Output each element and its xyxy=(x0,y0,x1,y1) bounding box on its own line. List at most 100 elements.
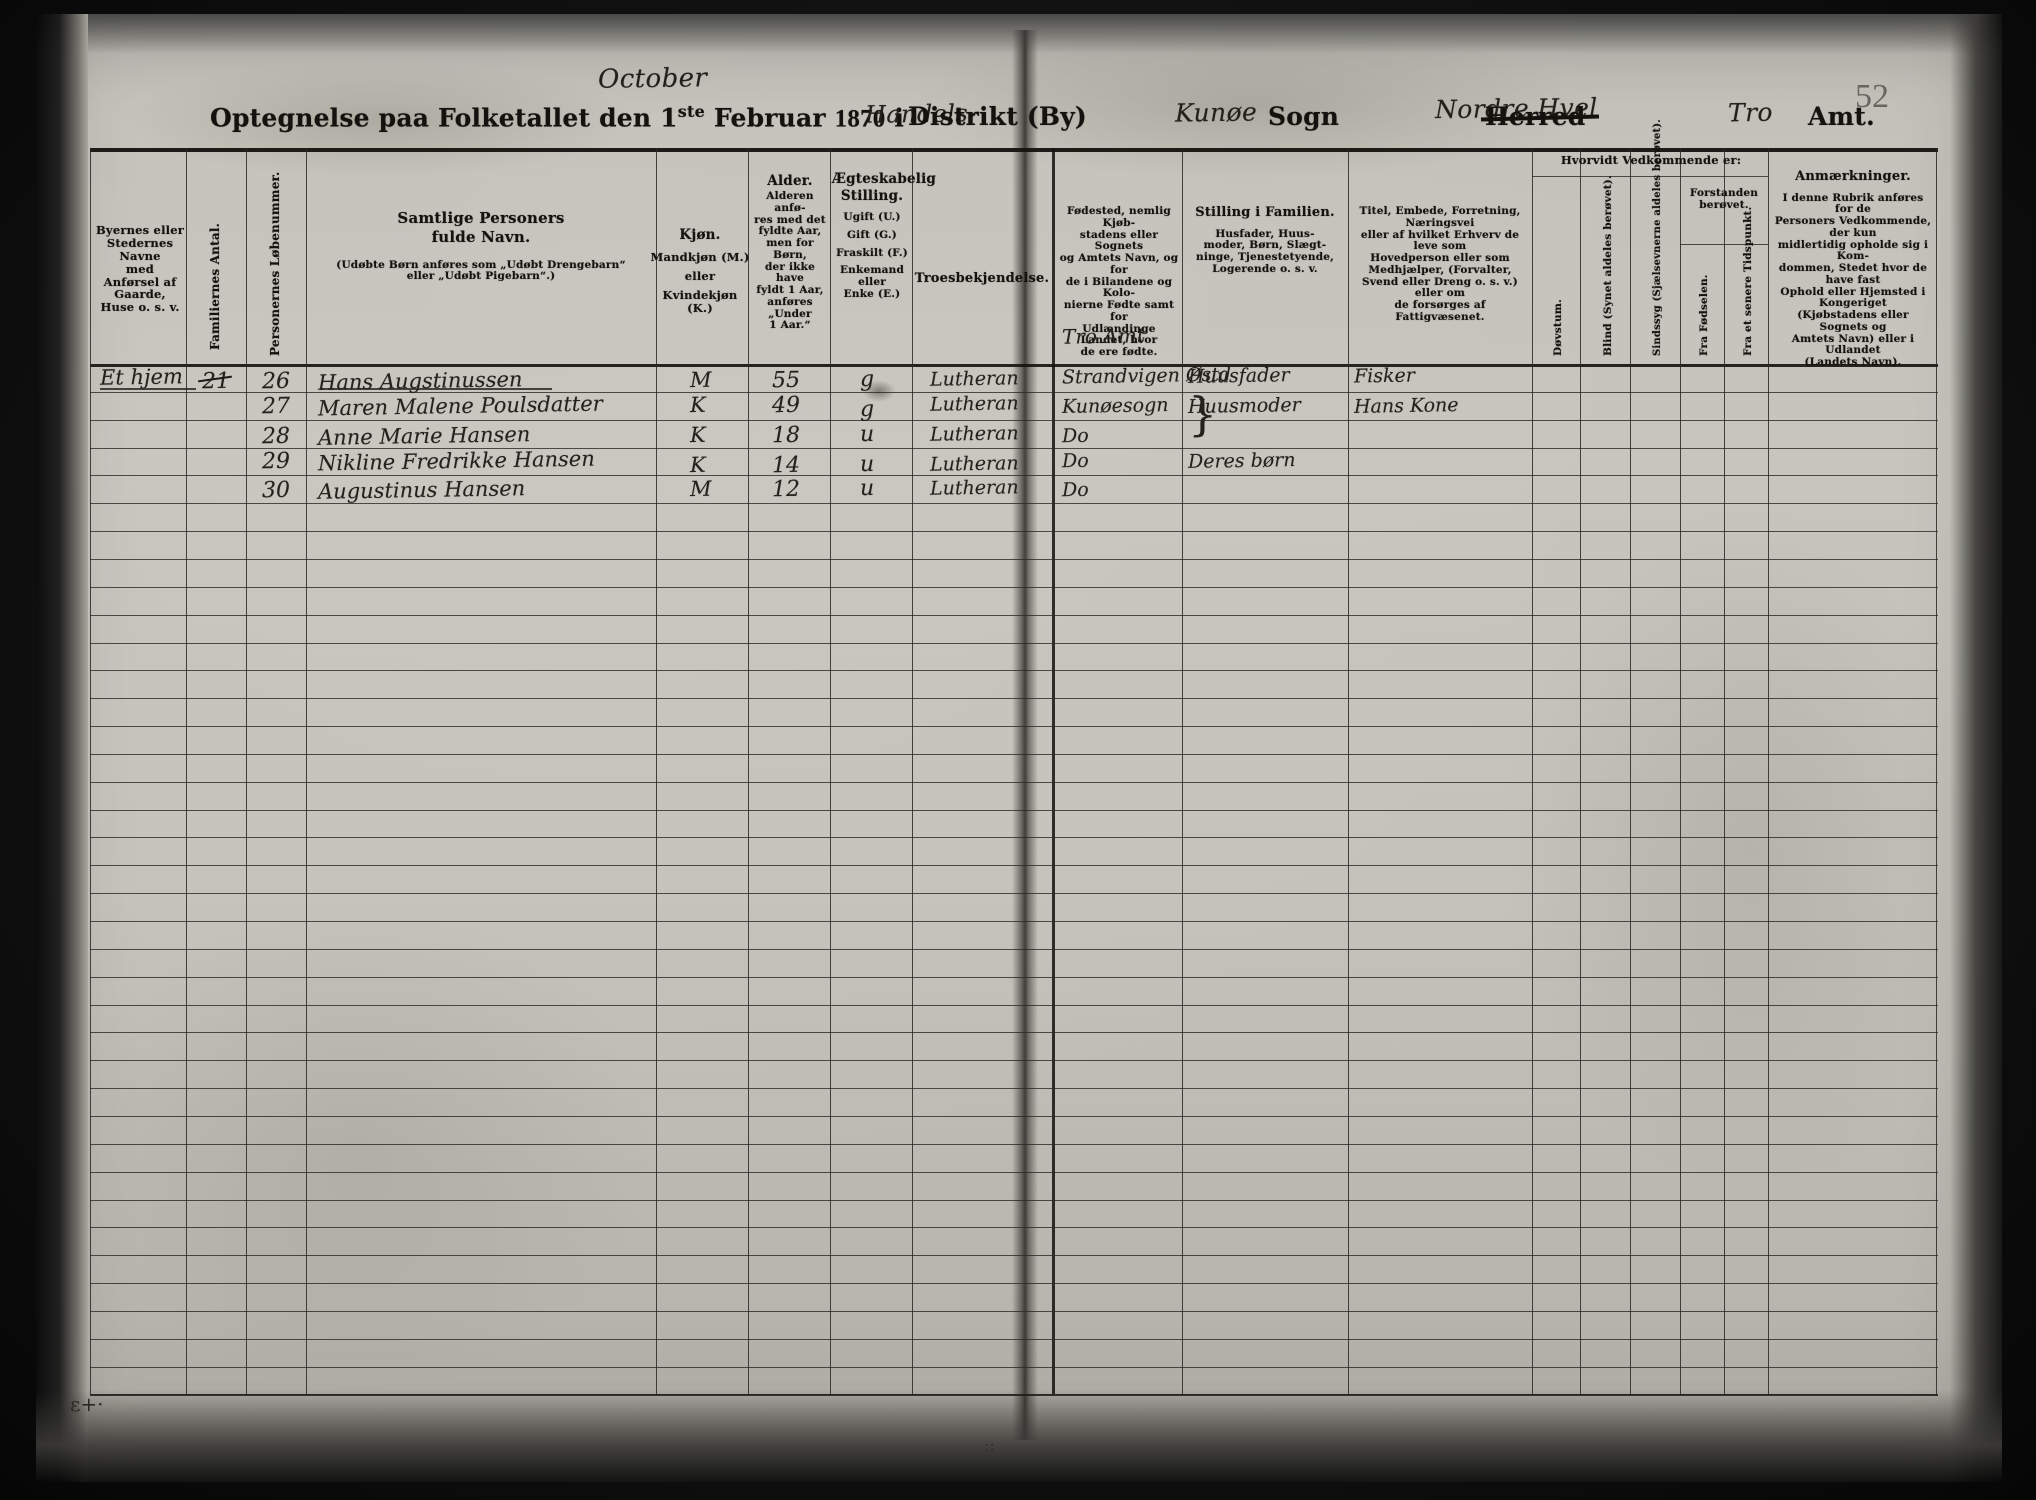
cell-age: 14 xyxy=(771,452,801,478)
col-header-remarks: Anmærkninger. I denne Rubrik anføres for… xyxy=(1774,169,1932,369)
district-label: Distrikt (By) xyxy=(908,102,1087,131)
scan-edge-right xyxy=(1950,14,2002,1482)
row-separator xyxy=(90,753,1938,755)
row-separator xyxy=(90,586,1938,588)
handwritten-underline xyxy=(320,388,552,390)
table-top-border xyxy=(90,148,1938,152)
col-header-occupation: Titel, Embede, Forretning, Næringsvei el… xyxy=(1359,205,1521,323)
row-separator xyxy=(90,1366,1938,1368)
herred-label: Herred xyxy=(1480,102,1600,131)
cell-occupation: Hans Kone xyxy=(1353,393,1459,418)
scan-edge-top xyxy=(36,14,2002,54)
cell-birthplace: Kunøesogn xyxy=(1061,393,1169,418)
cell-age: 18 xyxy=(771,422,801,448)
row-separator xyxy=(90,419,1938,421)
cell-marital: u xyxy=(859,476,875,502)
row-separator xyxy=(90,1088,1938,1090)
col-header-person-no: Personernes Løbenummer. xyxy=(268,171,282,356)
row-separator xyxy=(90,475,1938,477)
row-separator xyxy=(90,670,1938,672)
children-brace: } xyxy=(1188,387,1218,441)
cell-name: Anne Marie Hansen xyxy=(317,421,531,450)
row-separator xyxy=(90,781,1938,783)
row-separator xyxy=(90,921,1938,922)
cell-name: Nikline Fredrikke Hansen xyxy=(317,446,595,475)
row-separator xyxy=(90,893,1938,895)
amt-handwritten: Tro xyxy=(1727,97,1774,128)
condition-sub-rule xyxy=(1680,244,1768,245)
row-separator xyxy=(90,614,1938,616)
page-title: Optegnelse paa Folketallet den 1ste Febr… xyxy=(210,102,905,133)
row-separator xyxy=(90,837,1938,839)
cell-name: Augustinus Hansen xyxy=(317,476,526,505)
col-header-condition-birth: Fra Fødselen. xyxy=(1698,274,1710,356)
col-rule xyxy=(246,148,247,1394)
condition-group-rule xyxy=(1532,176,1768,177)
row-separator xyxy=(90,726,1938,728)
row-separator xyxy=(90,1338,1938,1340)
cell-birthplace: Do xyxy=(1061,449,1089,472)
row-separator xyxy=(90,976,1938,978)
cell-person-no: 27 xyxy=(261,393,291,420)
cell-family-no: 21 xyxy=(201,368,231,395)
col-rule xyxy=(1768,148,1769,1394)
row-separator xyxy=(90,1394,1938,1396)
row-separator xyxy=(90,1060,1938,1062)
row-separator xyxy=(90,391,1938,393)
cell-person-no: 28 xyxy=(261,423,291,449)
cell-marital: u xyxy=(859,451,875,477)
cell-age: 49 xyxy=(771,392,801,419)
col-header-condition-blind: Blind (Synet aldeles berøvet). xyxy=(1602,175,1614,356)
cell-birthplace: Do xyxy=(1061,424,1089,447)
cell-religion: Lutheran xyxy=(929,451,1019,476)
title-line: Optegnelse paa Folketallet den 1ste Febr… xyxy=(90,63,1940,142)
cell-person-no: 29 xyxy=(261,448,291,474)
pencil-mark: ε+· xyxy=(70,1392,104,1416)
row-separator xyxy=(90,1171,1938,1173)
cell-age: 55 xyxy=(771,367,801,394)
header-bottom-border xyxy=(90,364,1938,367)
scan-edge-left xyxy=(36,14,88,1482)
col-rule-major xyxy=(1052,148,1055,1394)
col-header-condition-later: Fra et senere Tidspunkt. xyxy=(1742,206,1754,356)
ink-blotch xyxy=(862,380,896,402)
col-rule xyxy=(1348,148,1349,1394)
cell-religion: Lutheran xyxy=(929,476,1019,501)
col-header-condition-sub-group: Forstanden berøvet. xyxy=(1689,187,1759,211)
row-separator xyxy=(90,1283,1938,1285)
page-number: 52 xyxy=(1855,78,1889,115)
amt-label: Amt. xyxy=(1808,102,1875,131)
row-separator xyxy=(90,558,1938,560)
pencil-mark: ∷ xyxy=(985,1440,994,1456)
col-header-condition-group: Hvorvidt Vedkommende er: xyxy=(1560,153,1742,167)
col-rule xyxy=(1532,148,1533,1394)
row-separator xyxy=(90,1115,1938,1117)
row-separator xyxy=(90,503,1938,505)
row-separator xyxy=(90,531,1938,533)
col-rule xyxy=(1182,148,1183,1394)
row-separator xyxy=(90,447,1938,449)
cell-occupation: Fisker xyxy=(1353,364,1416,388)
birthplace-header-note: Tro Amt xyxy=(1061,323,1145,349)
scan-edge-bottom xyxy=(36,1390,2002,1482)
row-separator xyxy=(90,1255,1938,1257)
col-rule xyxy=(1630,148,1631,1394)
month-correction: October xyxy=(597,63,708,95)
col-rule xyxy=(1580,148,1581,1394)
row-separator xyxy=(90,698,1938,700)
row-separator xyxy=(90,1143,1938,1145)
row-separator xyxy=(90,1199,1938,1201)
col-rule xyxy=(1936,148,1937,1394)
col-rule xyxy=(912,148,913,1394)
row-separator xyxy=(90,948,1938,950)
cell-sex: K xyxy=(689,452,706,477)
row-separator xyxy=(90,1032,1938,1034)
row-separator xyxy=(90,865,1938,867)
col-header-family-position: Stilling i Familien. Husfader, Huus- mod… xyxy=(1195,205,1335,275)
col-header-name: Samtlige Personers fulde Navn. (Udøbte B… xyxy=(336,209,626,283)
col-header-marital: Ægteskabelig Stilling. Ugift (U.) Gift (… xyxy=(832,171,937,300)
cell-birthplace: Do xyxy=(1061,479,1089,502)
cell-sex: K xyxy=(689,392,706,417)
cell-religion: Lutheran xyxy=(929,392,1019,416)
cell-sex: M xyxy=(689,367,712,393)
